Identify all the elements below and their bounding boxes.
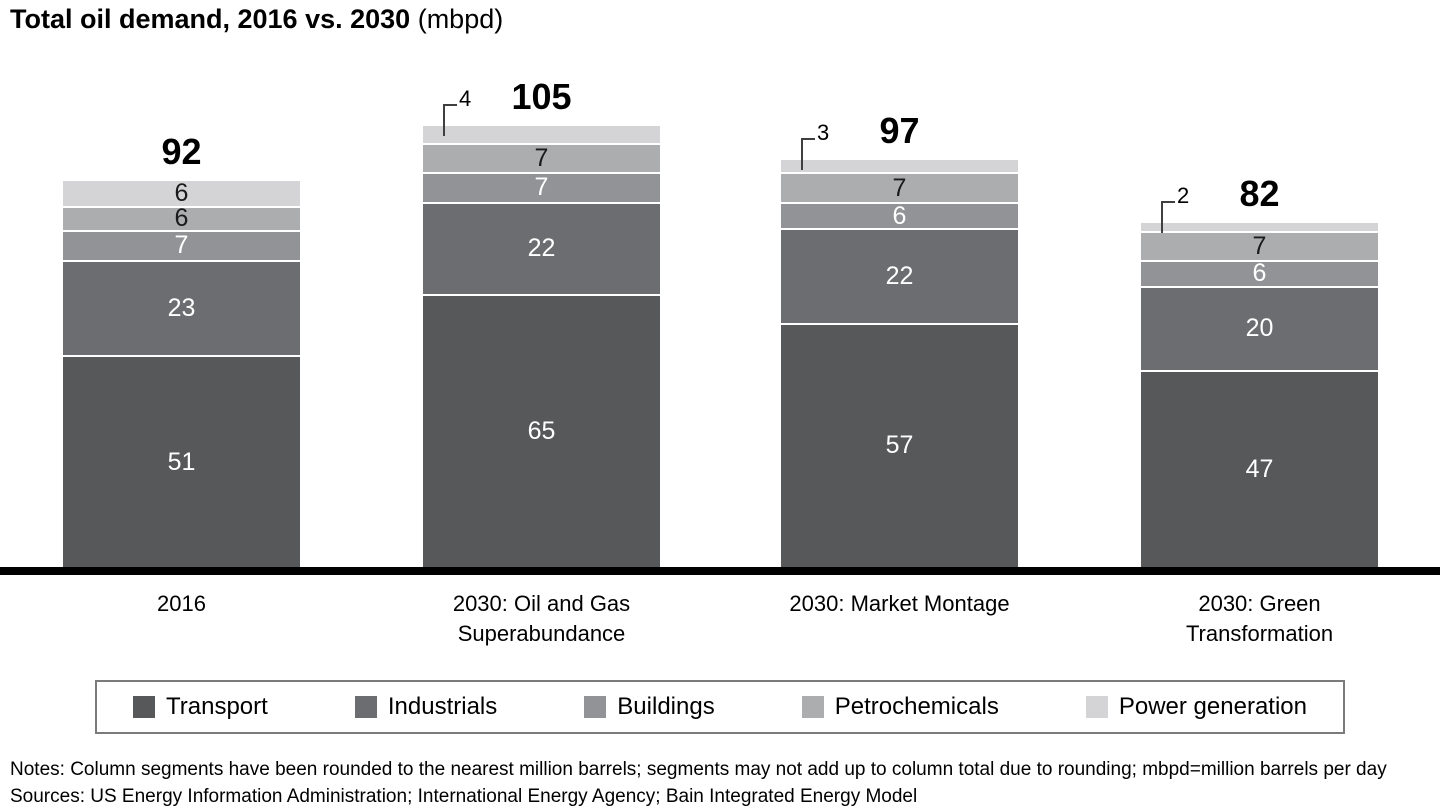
sources-text: Sources: US Energy Information Administr… bbox=[10, 786, 918, 807]
segment-petrochemicals: 7 bbox=[1141, 230, 1378, 261]
x-axis-label-line: 2030: Oil and Gas bbox=[452, 591, 631, 616]
callout-value-label: 3 bbox=[817, 119, 830, 145]
legend-label-petrochemicals: Petrochemicals bbox=[834, 693, 999, 720]
x-axis-label-line: 2030: Market Montage bbox=[789, 591, 1010, 616]
callout-value-label: 4 bbox=[459, 86, 472, 111]
segment-transport: 51 bbox=[63, 355, 300, 567]
segment-transport: 57 bbox=[781, 322, 1018, 567]
segment-buildings: 6 bbox=[1141, 259, 1378, 288]
callout-line bbox=[801, 137, 815, 170]
legend-item-petrochemicals: Petrochemicals bbox=[801, 693, 999, 721]
x-axis-label-2030-oil-and-gas-superabundance: 2030: Oil and Gas Superabundance bbox=[372, 589, 712, 649]
legend-label-industrials: Industrials bbox=[387, 693, 498, 720]
legend-swatch-transport bbox=[133, 696, 155, 718]
legend-swatch-buildings bbox=[584, 696, 607, 718]
segment-power-generation bbox=[423, 126, 660, 143]
segment-value-label: 57 bbox=[885, 431, 914, 460]
segment-value-label: 47 bbox=[1245, 454, 1274, 483]
legend-item-industrials: Industrials bbox=[354, 693, 498, 721]
x-axis-label-2030-green-transformation: 2030: Green Transformation bbox=[1090, 589, 1430, 649]
segment-value-label: 7 bbox=[1252, 232, 1267, 261]
segment-industrials: 22 bbox=[423, 201, 660, 294]
x-axis-label-line: Transformation bbox=[1185, 621, 1334, 646]
segment-power-generation: 6 bbox=[63, 178, 300, 207]
segment-industrials: 20 bbox=[1141, 285, 1378, 370]
segment-value-label: 6 bbox=[892, 201, 907, 230]
segment-buildings: 7 bbox=[63, 230, 300, 260]
x-axis-label-2030-market-montage: 2030: Market Montage bbox=[730, 589, 1070, 619]
x-axis-label-line: 2030: Green bbox=[1198, 591, 1321, 616]
segment-power-generation bbox=[1141, 222, 1378, 231]
stacked-bar-2030-oil-and-gas-superabundance: 7 7 22 65 bbox=[423, 126, 660, 567]
segment-value-label: 6 bbox=[1252, 259, 1267, 288]
notes-text: Notes: Column segments have been rounded… bbox=[10, 759, 1387, 780]
stacked-bar-2016: 6 6 7 23 51 bbox=[63, 178, 300, 567]
x-axis-label-line: 2016 bbox=[157, 591, 206, 616]
callout-line bbox=[1161, 200, 1175, 233]
legend-label-transport: Transport bbox=[166, 693, 268, 720]
stacked-bar-2030-green-transformation: 7 6 20 47 bbox=[1141, 222, 1378, 567]
segment-value-label: 7 bbox=[174, 231, 189, 260]
segment-value-label: 22 bbox=[527, 234, 556, 263]
x-axis-label-2016: 2016 bbox=[12, 589, 352, 619]
callout-value-label: 2 bbox=[1177, 182, 1190, 208]
segment-value-label: 7 bbox=[534, 173, 549, 202]
segment-value-label: 7 bbox=[892, 173, 907, 202]
segment-transport: 65 bbox=[423, 293, 660, 567]
segment-buildings: 7 bbox=[423, 172, 660, 202]
segment-petrochemicals: 7 bbox=[423, 142, 660, 173]
bar-total-label: 97 bbox=[879, 109, 920, 151]
segment-petrochemicals: 6 bbox=[63, 204, 300, 233]
legend-swatch-power-generation bbox=[1085, 696, 1108, 718]
segment-transport: 47 bbox=[1141, 369, 1378, 567]
legend-label-buildings: Buildings bbox=[617, 693, 715, 720]
footnotes: Notes: Column segments have been rounded… bbox=[10, 756, 1387, 810]
segment-value-label: 65 bbox=[527, 416, 556, 445]
callout-line bbox=[443, 104, 457, 136]
bar-total-label: 105 bbox=[511, 76, 572, 117]
segment-value-label: 23 bbox=[167, 293, 196, 322]
segment-petrochemicals: 7 bbox=[781, 172, 1018, 203]
segment-value-label: 51 bbox=[167, 447, 196, 476]
legend-swatch-petrochemicals bbox=[801, 696, 824, 718]
legend-label-power-generation: Power generation bbox=[1118, 693, 1307, 720]
chart-unit-label: (mbpd) bbox=[417, 4, 504, 34]
segment-power-generation bbox=[781, 159, 1018, 173]
bar-total-label: 92 bbox=[161, 130, 202, 172]
legend: Transport Industrials Buildings Petroche… bbox=[95, 680, 1345, 734]
chart-title-text: Total oil demand, 2016 vs. 2030 bbox=[10, 4, 411, 34]
segment-value-label: 6 bbox=[174, 204, 189, 233]
legend-item-power-generation: Power generation bbox=[1085, 693, 1307, 721]
segment-value-label: 6 bbox=[174, 178, 189, 207]
segment-buildings: 6 bbox=[781, 202, 1018, 228]
x-axis-line bbox=[0, 567, 1440, 575]
segment-industrials: 22 bbox=[781, 228, 1018, 323]
legend-item-transport: Transport bbox=[133, 693, 268, 721]
segment-value-label: 20 bbox=[1245, 314, 1274, 343]
segment-value-label: 7 bbox=[534, 143, 549, 172]
bar-total-label: 82 bbox=[1239, 172, 1280, 214]
chart-title: Total oil demand, 2016 vs. 2030 (mbpd) bbox=[10, 4, 503, 35]
x-axis-label-line: Superabundance bbox=[457, 621, 626, 646]
segment-value-label: 22 bbox=[885, 261, 914, 290]
legend-item-buildings: Buildings bbox=[584, 693, 715, 721]
segment-industrials: 23 bbox=[63, 259, 300, 356]
legend-swatch-industrials bbox=[354, 696, 377, 718]
stacked-bar-2030-market-montage: 7 6 22 57 bbox=[781, 159, 1018, 567]
